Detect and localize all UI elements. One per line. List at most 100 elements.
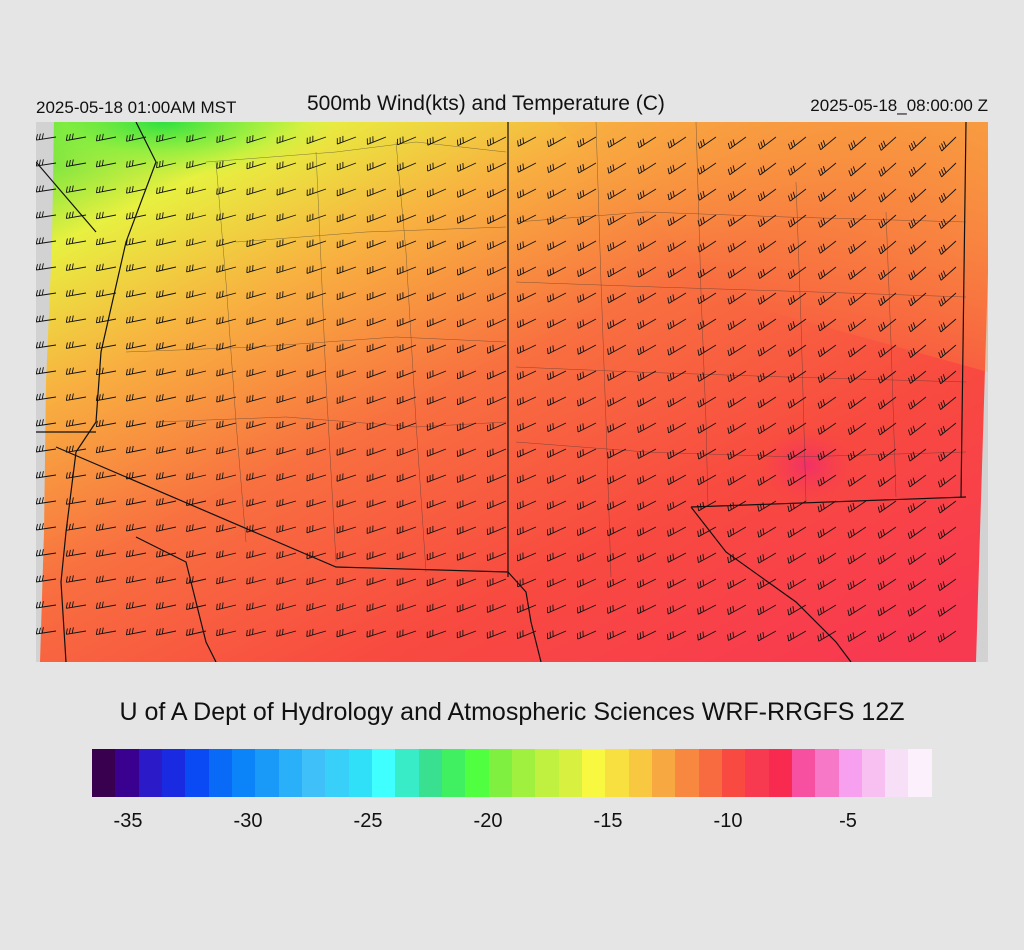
colorbar-cell [535, 749, 559, 797]
wind-barb [65, 263, 87, 271]
wind-barb [727, 578, 747, 590]
wind-barb [456, 396, 477, 406]
wind-barb [907, 500, 927, 514]
wind-barb [517, 318, 537, 329]
wind-barb [456, 136, 477, 147]
wind-barb [487, 188, 507, 199]
wind-barb [216, 212, 237, 221]
wind-barb [908, 266, 927, 281]
wind-barb [487, 162, 507, 173]
wind-barb [396, 214, 417, 224]
wind-barb [246, 472, 267, 481]
wind-barb [877, 552, 897, 565]
wind-barb [637, 292, 657, 304]
wind-barb [937, 578, 957, 591]
wind-barb [336, 239, 357, 249]
wind-barb [246, 342, 267, 351]
wind-barb [547, 318, 567, 329]
wind-barb [36, 497, 57, 505]
wind-barb [456, 344, 477, 354]
wind-barb [396, 551, 417, 561]
wind-barb [667, 162, 687, 175]
wind-barb [848, 214, 867, 229]
wind-barb [306, 317, 327, 326]
wind-barb [817, 318, 837, 332]
wind-barb [486, 422, 507, 432]
wind-barb [426, 188, 447, 198]
wind-barb [366, 421, 387, 431]
wind-barb [788, 162, 807, 176]
colorbar-cell [908, 749, 932, 797]
wind-barb [727, 162, 747, 176]
wind-barb [36, 471, 57, 479]
wind-barb [757, 318, 777, 331]
wind-barb [216, 134, 237, 143]
wind-barb [667, 136, 687, 149]
wind-barb [817, 630, 837, 642]
wind-barb [276, 550, 297, 559]
wind-barb [516, 552, 537, 562]
wind-barb [787, 422, 807, 435]
wind-barb [186, 316, 207, 325]
wind-barb [697, 240, 717, 253]
wind-barb [336, 369, 357, 378]
wind-barb [216, 628, 237, 637]
wind-barb [546, 526, 567, 536]
colorbar-tick-label: -30 [233, 810, 263, 832]
wind-barb [847, 604, 867, 617]
wind-barb [517, 214, 537, 225]
colorbar-cell [441, 749, 466, 797]
wind-barb [456, 448, 477, 458]
colorbar-cell [185, 749, 209, 797]
wind-barb [757, 370, 777, 383]
wind-barb [65, 419, 87, 427]
wind-barb [276, 602, 297, 611]
northeast-orange-region [556, 122, 988, 372]
wind-barb [366, 499, 387, 508]
wind-barb [697, 604, 717, 615]
wind-barb [216, 420, 237, 429]
wind-barb [697, 188, 717, 201]
wind-barb [667, 344, 687, 356]
wind-barb [396, 136, 417, 146]
wind-barb [125, 627, 147, 636]
wind-barb [276, 524, 297, 533]
wind-barb [727, 370, 747, 383]
wind-barb [156, 134, 177, 143]
wind-barb [36, 367, 57, 375]
wind-barb [336, 525, 357, 534]
wind-barb [847, 526, 867, 539]
wind-barb [637, 214, 657, 226]
wind-barb [877, 578, 897, 591]
wind-barb [486, 474, 507, 484]
wind-barb [426, 136, 447, 146]
wind-barb [336, 317, 357, 327]
wind-barb [848, 188, 867, 203]
wind-barb [276, 161, 297, 170]
wind-barb [246, 576, 267, 585]
wind-barb [757, 578, 777, 590]
wind-barb [817, 240, 837, 254]
wind-barb [396, 396, 417, 405]
wind-barb [576, 630, 597, 640]
wind-barb [817, 448, 837, 461]
wind-barb [577, 266, 597, 277]
wind-barb [727, 474, 747, 486]
wind-barb [877, 396, 897, 410]
wind-barb [577, 344, 597, 355]
wind-barb [877, 448, 897, 462]
wind-barb [65, 627, 87, 635]
wind-barb [276, 343, 297, 352]
wind-barb [456, 526, 477, 535]
wind-barb [937, 604, 957, 617]
wind-barb [907, 448, 927, 462]
colorbar-cell [558, 749, 582, 797]
colorbar-cell [861, 749, 886, 797]
wind-barb [396, 603, 417, 612]
colorbar-cell [581, 749, 606, 797]
wind-barb [276, 213, 297, 222]
wind-barb [426, 370, 447, 379]
wind-barb [637, 604, 657, 615]
wind-barb [607, 578, 627, 589]
wind-barb [487, 136, 507, 147]
